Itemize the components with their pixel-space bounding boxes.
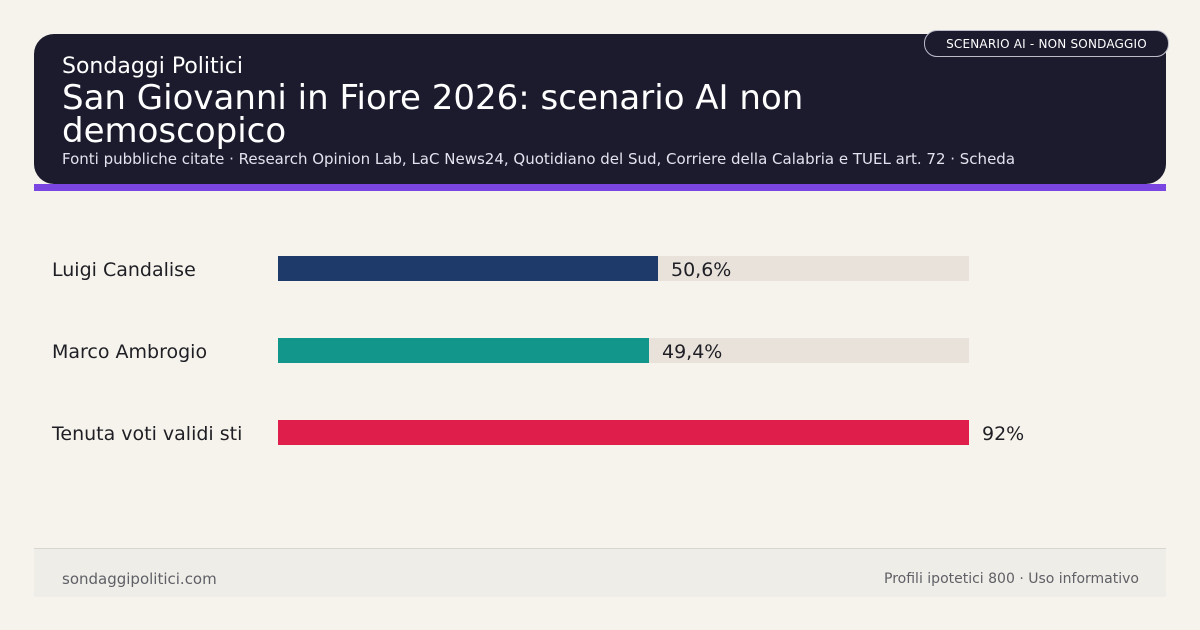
page-title: San Giovanni in Fiore 2026: scenario AI … (62, 78, 804, 151)
header-accent-bar (34, 184, 1166, 191)
bar (278, 256, 658, 281)
site-link[interactable]: sondaggipolitici.com (62, 570, 217, 588)
bar (278, 338, 649, 363)
scenario-badge: SCENARIO AI - NON SONDAGGIO (924, 30, 1169, 57)
value-label: 92% (982, 423, 1025, 445)
category-label: Luigi Candalise (52, 259, 196, 281)
brand-name: Sondaggi Politici (62, 54, 243, 79)
footer: sondaggipolitici.com Profili ipotetici 8… (34, 548, 1166, 597)
bar (278, 420, 969, 445)
category-label: Tenuta voti validi sti (52, 423, 243, 445)
footer-note: Profili ipotetici 800 · Uso informativo (884, 571, 1139, 587)
header-panel: Sondaggi Politici San Giovanni in Fiore … (34, 34, 1166, 184)
category-label: Marco Ambrogio (52, 341, 208, 363)
sources-line: Fonti pubbliche citate · Research Opinio… (62, 150, 1016, 168)
value-label: 49,4% (662, 341, 723, 363)
value-label: 50,6% (671, 259, 732, 281)
